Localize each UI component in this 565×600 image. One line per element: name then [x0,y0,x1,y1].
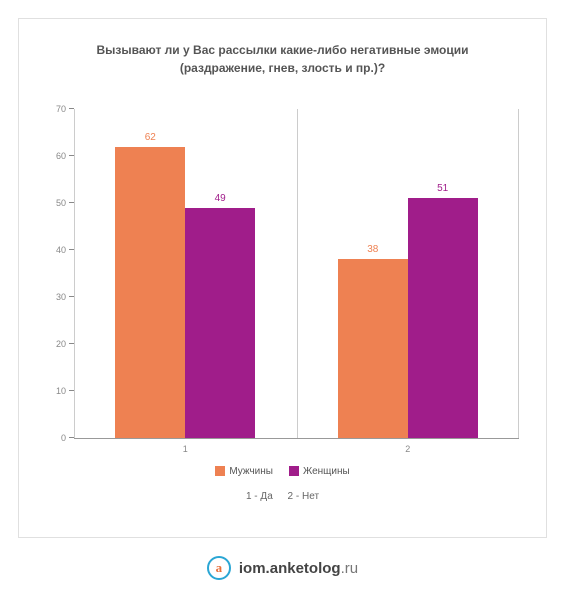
x-key-item: 1 - Да [246,491,273,502]
y-tick-label: 0 [36,433,66,443]
y-tick-mark [69,390,74,391]
chart-card: Вызывают ли у Вас рассылки какие-либо не… [18,18,547,538]
footer-domain-strong: iom.anketolog [239,560,341,577]
y-tick-mark [69,343,74,344]
footer-inner: a iom.anketolog.ru [207,556,358,580]
y-tick-label: 20 [36,339,66,349]
bar-value-label: 49 [185,193,255,204]
y-tick-label: 60 [36,151,66,161]
bar: 51 [408,198,478,438]
y-tick-mark [69,155,74,156]
bar-value-label: 62 [115,132,185,143]
bar-value-label: 38 [338,244,408,255]
legend-swatch [215,466,225,476]
logo-letter: a [216,560,223,576]
legend: Мужчины Женщины [19,461,546,479]
x-key-item: 2 - Нет [288,491,319,502]
footer-domain-tld: .ru [341,560,359,577]
legend-item: Женщины [289,466,350,477]
y-tick-label: 10 [36,386,66,396]
bar: 38 [338,259,408,438]
chart-title: Вызывают ли у Вас рассылки какие-либо не… [19,41,546,77]
chart-title-line1: Вызывают ли у Вас рассылки какие-либо не… [97,43,469,57]
bar-value-label: 51 [408,183,478,194]
bar: 49 [185,208,255,438]
x-tick-label: 2 [405,444,410,454]
legend-label: Мужчины [229,466,273,477]
y-tick-label: 30 [36,292,66,302]
x-key: 1 - Да 2 - Нет [19,491,546,502]
legend-label: Женщины [303,466,350,477]
y-tick-mark [69,437,74,438]
x-tick-label: 1 [183,444,188,454]
y-tick-mark [69,296,74,297]
y-tick-label: 70 [36,104,66,114]
y-tick-mark [69,202,74,203]
y-tick-mark [69,249,74,250]
grid-vline-mid [297,109,298,438]
grid-vline-left [74,109,75,438]
bar: 62 [115,147,185,438]
y-tick-label: 40 [36,245,66,255]
footer-domain: iom.anketolog.ru [239,560,358,577]
y-tick-label: 50 [36,198,66,208]
legend-swatch [289,466,299,476]
footer: a iom.anketolog.ru [0,556,565,580]
y-tick-mark [69,108,74,109]
logo-icon: a [207,556,231,580]
legend-item: Мужчины [215,466,273,477]
plot-area: 0102030405060706249138512 [74,109,519,439]
chart-title-line2: (раздражение, гнев, злость и пр.)? [180,61,385,75]
grid-vline-right [518,109,519,438]
